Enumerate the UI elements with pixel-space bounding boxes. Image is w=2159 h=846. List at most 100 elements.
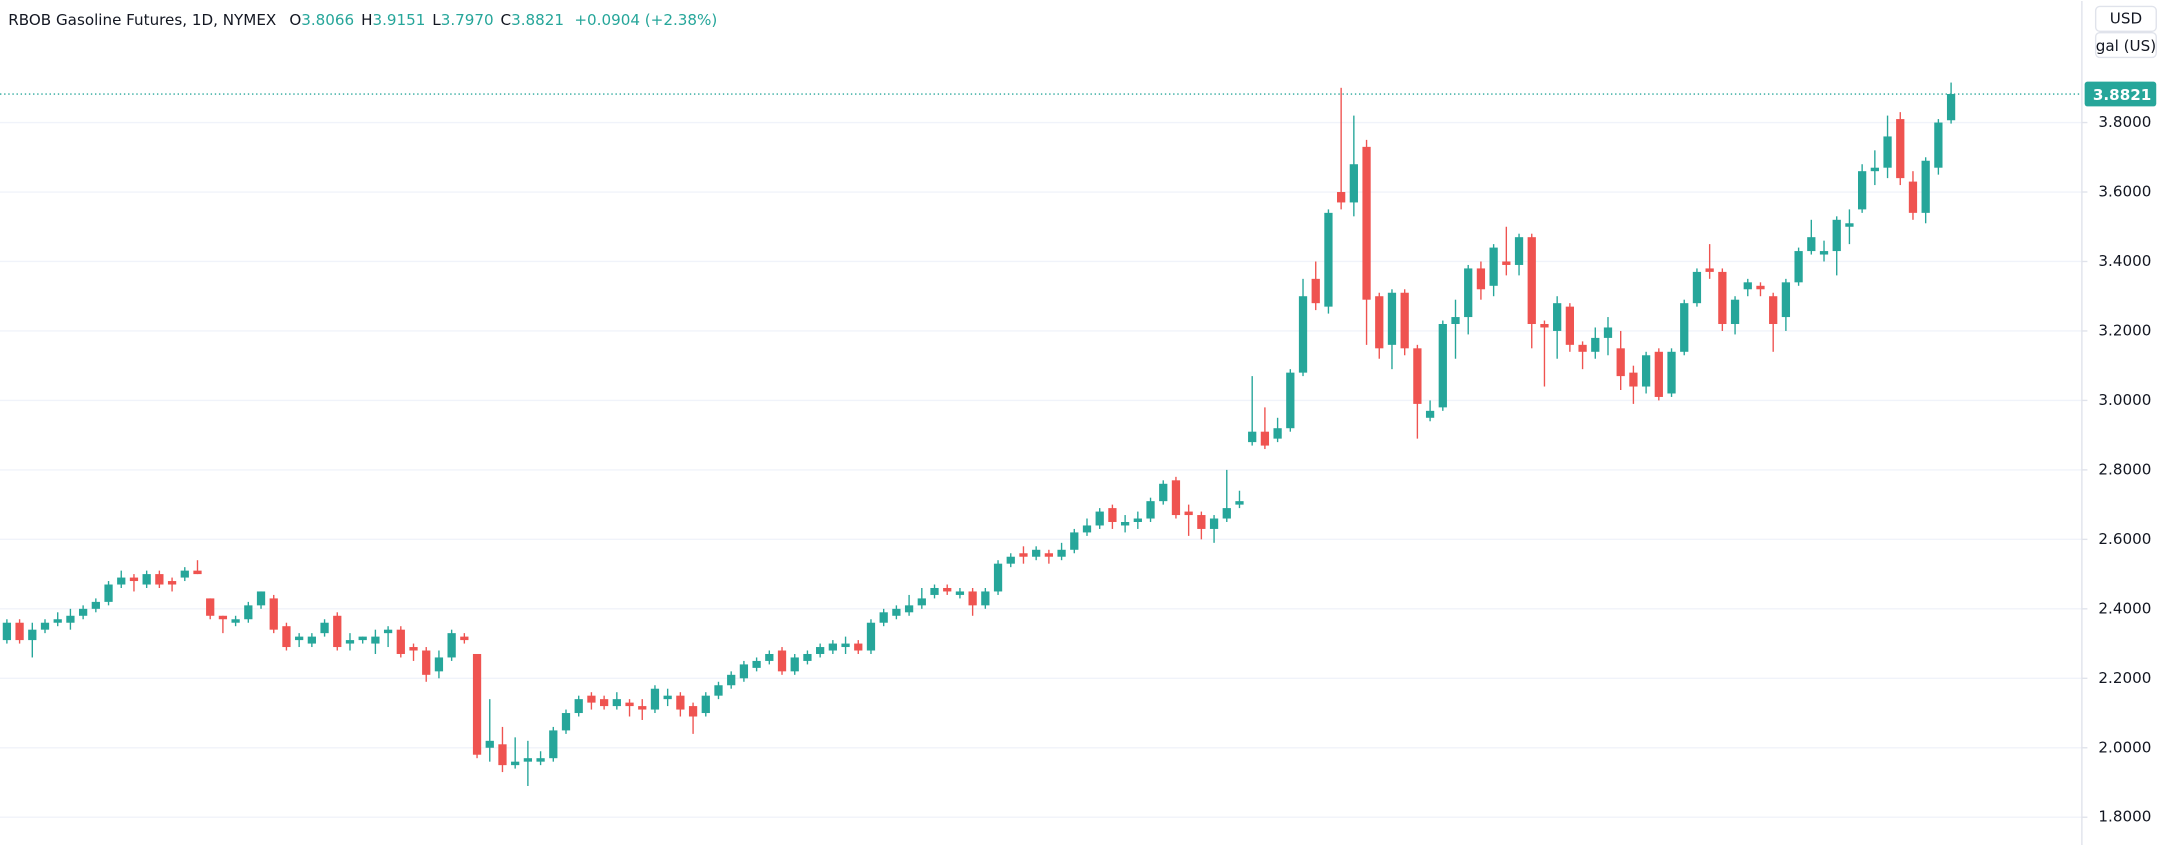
candle-body bbox=[409, 647, 418, 651]
currency[interactable]: USD bbox=[2110, 9, 2142, 27]
unit[interactable]: gal (US) bbox=[2096, 37, 2156, 55]
candle-body bbox=[866, 622, 876, 651]
candle-body bbox=[383, 629, 393, 634]
candle-body bbox=[1527, 237, 1536, 325]
candle-body bbox=[1921, 160, 1930, 213]
candle-body bbox=[295, 636, 304, 641]
candle-body bbox=[1375, 296, 1384, 349]
legend: RBOB Gasoline Futures, 1D, NYMEX O3.8066… bbox=[8, 11, 717, 29]
candle-body bbox=[930, 587, 939, 595]
candle-body bbox=[1286, 372, 1295, 429]
candle-body bbox=[1514, 237, 1524, 265]
candle-body bbox=[765, 653, 774, 661]
candle-body bbox=[129, 577, 139, 582]
candle-body bbox=[1845, 223, 1854, 227]
candle-body bbox=[1896, 119, 1905, 179]
candle-body bbox=[320, 622, 329, 634]
candle-body bbox=[1641, 355, 1651, 387]
candle-body bbox=[460, 636, 469, 641]
candle-body bbox=[1934, 122, 1943, 168]
candle-body bbox=[1209, 518, 1219, 529]
candle-body bbox=[1794, 251, 1803, 283]
legend-value: 3.9151 bbox=[372, 11, 425, 29]
currency-box[interactable] bbox=[2094, 5, 2157, 32]
candle-body bbox=[78, 608, 88, 616]
candle-body bbox=[358, 636, 367, 641]
candle-body bbox=[854, 643, 863, 651]
candle-body bbox=[117, 577, 126, 585]
candle-body bbox=[1425, 410, 1435, 418]
candle-body bbox=[485, 740, 494, 748]
candle-body bbox=[1082, 525, 1092, 533]
candle-body bbox=[1603, 327, 1613, 338]
candle-body bbox=[828, 643, 837, 651]
candle-body bbox=[688, 706, 698, 717]
candle-body bbox=[447, 633, 456, 658]
candle-body bbox=[1298, 296, 1308, 373]
candle-body bbox=[1756, 285, 1765, 290]
candle-body bbox=[561, 713, 571, 731]
legend-title: RBOB Gasoline Futures, 1D, NYMEX bbox=[8, 11, 276, 29]
candle-body bbox=[701, 695, 710, 714]
candle-body bbox=[1819, 251, 1829, 255]
candle-body bbox=[1489, 247, 1498, 286]
candle-body bbox=[1743, 282, 1752, 290]
candle-body bbox=[917, 598, 926, 606]
candle-body bbox=[1591, 337, 1600, 352]
candle-body bbox=[1108, 508, 1117, 522]
candle-body bbox=[790, 657, 799, 672]
candle-body bbox=[587, 695, 596, 703]
candle-body bbox=[1044, 553, 1054, 557]
candle-body bbox=[244, 605, 253, 620]
candle-body bbox=[1337, 192, 1346, 203]
candles bbox=[0, 82, 2082, 786]
candle-body bbox=[1006, 556, 1015, 564]
candle-body bbox=[269, 598, 278, 630]
y-tick-label: 1.8000 bbox=[2098, 808, 2151, 826]
candle-body bbox=[1832, 219, 1841, 252]
candle-body bbox=[1769, 296, 1778, 325]
candle-body bbox=[2, 622, 12, 641]
last-price-box bbox=[2084, 81, 2157, 107]
candle-body bbox=[803, 653, 812, 661]
candle-body bbox=[638, 706, 647, 710]
candle-body bbox=[511, 761, 520, 766]
candle-body bbox=[53, 619, 62, 623]
candle-body bbox=[574, 699, 583, 714]
candle-body bbox=[1438, 324, 1447, 408]
candle-body bbox=[1705, 268, 1714, 272]
y-tick-label: 3.0000 bbox=[2098, 391, 2151, 409]
legend-label: C bbox=[501, 11, 512, 29]
candle-body bbox=[434, 657, 444, 672]
legend-ohlc: O3.8066 H3.9151 L3.7970 C3.8821 bbox=[289, 11, 564, 29]
unit-box[interactable] bbox=[2094, 31, 2157, 59]
candle-body bbox=[1946, 94, 1956, 121]
candle-body bbox=[777, 650, 787, 672]
candle-body bbox=[1133, 518, 1142, 522]
candle-body bbox=[472, 653, 482, 755]
candle-body bbox=[1197, 515, 1206, 529]
candle-body bbox=[752, 660, 761, 668]
y-tick-label: 2.2000 bbox=[2098, 669, 2151, 687]
price-axis: 1.8000 2.0000 2.2000 2.4000 2.6000 2.8000 3.00… bbox=[2081, 81, 2157, 826]
candle-body bbox=[104, 584, 113, 602]
candle-body bbox=[523, 758, 533, 762]
candle-body bbox=[714, 685, 723, 696]
candle-body bbox=[1159, 483, 1168, 502]
y-tick-label: 3.8000 bbox=[2098, 113, 2151, 131]
candle-body bbox=[1553, 303, 1562, 331]
candle-body bbox=[498, 744, 507, 766]
candle-body bbox=[28, 629, 37, 641]
candle-body bbox=[663, 695, 672, 700]
candle-body bbox=[422, 650, 431, 675]
candle-body bbox=[739, 664, 749, 679]
candle-body bbox=[1349, 164, 1358, 203]
candle-body bbox=[1235, 501, 1244, 505]
candle-body bbox=[1781, 282, 1791, 318]
y-tick-label: 2.6000 bbox=[2098, 530, 2151, 548]
candle-body bbox=[1616, 348, 1625, 377]
y-tick-label: 2.4000 bbox=[2098, 599, 2151, 617]
